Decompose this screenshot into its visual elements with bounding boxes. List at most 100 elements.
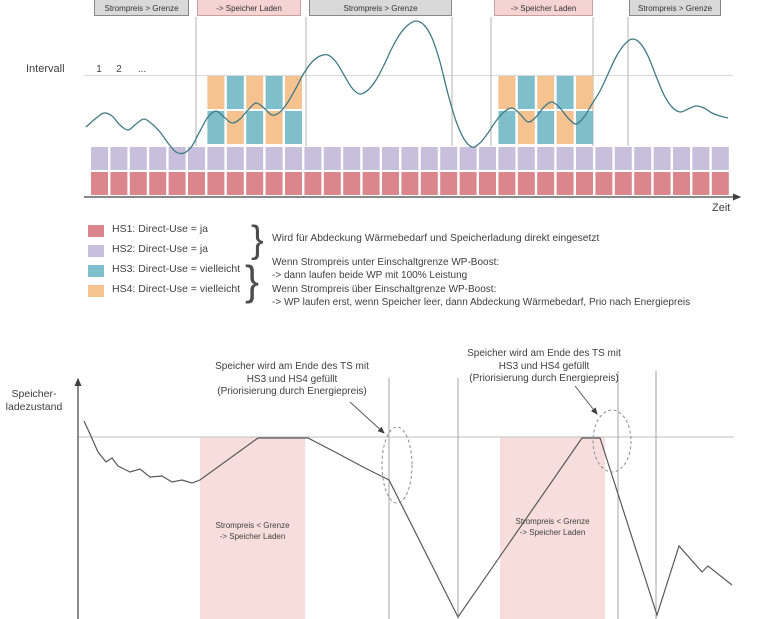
annotation-line: (Priorisierung durch Energiepreis) (217, 386, 367, 397)
hs4-charge-bar (517, 111, 535, 144)
hs2-bar (110, 147, 128, 170)
highlight-ellipse (381, 426, 413, 504)
hs1-bar (129, 172, 147, 195)
hs2-bar (304, 147, 322, 170)
hs2-bar (420, 147, 438, 170)
legend-label-hs1: HS1: Direct-Use = ja (112, 223, 208, 235)
hs2-bar (207, 147, 225, 170)
storage-level-chart (74, 371, 734, 619)
hs1-bar (110, 172, 128, 195)
interval-tick: 2 (116, 64, 122, 75)
hs1-bar (692, 172, 710, 195)
hs1-bar (168, 172, 186, 195)
hs2-bar (226, 147, 244, 170)
interval-tick: ... (137, 64, 147, 75)
phase-box-strompreis-grenze: Strompreis > Grenze (94, 0, 189, 16)
hs1-bar (673, 172, 690, 195)
hs1-bar (91, 172, 108, 195)
hs2-swatch (88, 245, 104, 257)
region-label-line: Strompreis < Grenze (515, 517, 590, 526)
hs2-bar (401, 147, 419, 170)
hs1-bar (479, 172, 496, 195)
price-curve (85, 20, 729, 155)
hs3-charge-bar (517, 76, 535, 109)
hs2-bar (595, 147, 613, 170)
hs2-bar (653, 147, 671, 170)
hs2-bar (265, 147, 283, 170)
hs1-bar (401, 172, 419, 195)
storage-axis-label-line2: ladezustand (5, 401, 63, 413)
hs4-charge-bar (226, 111, 244, 144)
hs2-bar (188, 147, 205, 170)
hs2-bar (673, 147, 690, 170)
hs1-bar (440, 172, 458, 195)
hs1-bar (420, 172, 438, 195)
hs2-bar (246, 147, 264, 170)
hs4-charge-bar (576, 76, 593, 109)
hs1-bar (498, 172, 516, 195)
storage-axis-label-line1: Speicher- (11, 388, 57, 400)
hs4-charge-bar (207, 76, 225, 109)
hs1-bar (304, 172, 322, 195)
hs4-charge-bar (556, 111, 574, 144)
hs1-bar (382, 172, 399, 195)
hs4-charge-bar (285, 76, 302, 109)
annotation-line: (Priorisierung durch Energiepreis) (469, 373, 619, 384)
hs1-bar (188, 172, 205, 195)
region-label-line: -> Speicher Laden (219, 532, 286, 541)
hs2-bar (537, 147, 555, 170)
region-label-line: Strompreis < Grenze (215, 521, 290, 530)
hs3-charge-bar (537, 111, 555, 144)
hs2-bar (168, 147, 186, 170)
hs3-charge-bar (285, 111, 302, 144)
note-boost: Wenn Strompreis unter Einschaltgrenze WP… (272, 256, 762, 310)
hs1-bar (556, 172, 574, 195)
annotation-storage-fill-1: Speicher wird am Ende des TS mit HS3 und … (204, 361, 380, 399)
hs2-bar (382, 147, 399, 170)
hs4-charge-bar (265, 111, 283, 144)
region-label-line: -> Speicher Laden (519, 528, 586, 537)
hs2-bar (614, 147, 632, 170)
note-boost-line: -> dann laufen beide WP mit 100% Leistun… (272, 270, 468, 282)
hs3-charge-bar (226, 76, 244, 109)
phase-box-strompreis-grenze: Strompreis > Grenze (309, 0, 452, 16)
hs2-bar (479, 147, 496, 170)
hs2-bar (91, 147, 108, 170)
annotation-line: HS3 und HS4 gefüllt (498, 360, 590, 372)
storage-axis-label: Speicher- ladezustand (0, 388, 68, 414)
hs2-bar (634, 147, 652, 170)
hs1-bar (246, 172, 264, 195)
hs3-charge-bar (246, 111, 264, 144)
hs3-charge-bar (556, 76, 574, 109)
hs2-bar (343, 147, 361, 170)
hs2-bar (711, 147, 729, 170)
hs3-charge-bar (265, 76, 283, 109)
phase-box-speicher-laden: -> Speicher Laden (197, 0, 301, 16)
legend-label-hs4: HS4: Direct-Use = vielleicht (112, 283, 241, 295)
legend-label-hs3: HS3: Direct-Use = vielleicht (112, 263, 241, 275)
note-boost-line: Wenn Strompreis unter Einschaltgrenze WP… (272, 257, 500, 268)
hs1-bar (207, 172, 225, 195)
hs3-charge-bar (207, 111, 225, 144)
phase-box-speicher-laden: -> Speicher Laden (494, 0, 593, 16)
annotation-line: HS3 und HS4 gefüllt (246, 373, 338, 385)
hs1-bar (634, 172, 652, 195)
highlight-ellipse (592, 409, 632, 473)
hs1-bar (614, 172, 632, 195)
hs1-bar (323, 172, 341, 195)
interval-tick: 1 (96, 64, 102, 75)
hs2-bar (459, 147, 477, 170)
note-boost-line: -> WP laufen erst, wenn Speicher leer, d… (272, 297, 691, 309)
legend-label-hs2: HS2: Direct-Use = ja (112, 243, 208, 255)
annotation-arrow (349, 401, 385, 434)
brace-boost: } (245, 257, 260, 304)
phase-box-strompreis-grenze: Strompreis > Grenze (629, 0, 721, 16)
annotation-storage-fill-2: Speicher wird am Ende des TS mit HS3 und … (456, 348, 632, 386)
hs2-bar (362, 147, 380, 170)
hs2-bar (149, 147, 167, 170)
annotation-line: Speicher wird am Ende des TS mit (215, 361, 369, 372)
hs1-bar (343, 172, 361, 195)
hs4-charge-bar (537, 76, 555, 109)
brace-direct-use: } (251, 219, 264, 261)
